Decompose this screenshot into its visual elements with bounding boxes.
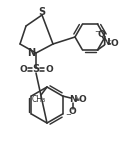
- Text: O: O: [98, 31, 105, 39]
- Text: +: +: [74, 96, 79, 100]
- Text: O: O: [79, 96, 86, 104]
- Text: N: N: [27, 48, 35, 58]
- Text: CH₃: CH₃: [32, 96, 46, 104]
- Text: S: S: [32, 64, 40, 74]
- Text: S: S: [38, 7, 46, 17]
- Text: +: +: [106, 38, 112, 43]
- Text: O: O: [19, 65, 27, 73]
- Text: O: O: [111, 39, 118, 48]
- Text: N: N: [102, 38, 109, 48]
- Text: −: −: [66, 112, 72, 118]
- Text: −: −: [95, 29, 100, 35]
- Text: O: O: [45, 65, 53, 73]
- Text: O: O: [69, 107, 77, 115]
- Text: N: N: [69, 96, 76, 104]
